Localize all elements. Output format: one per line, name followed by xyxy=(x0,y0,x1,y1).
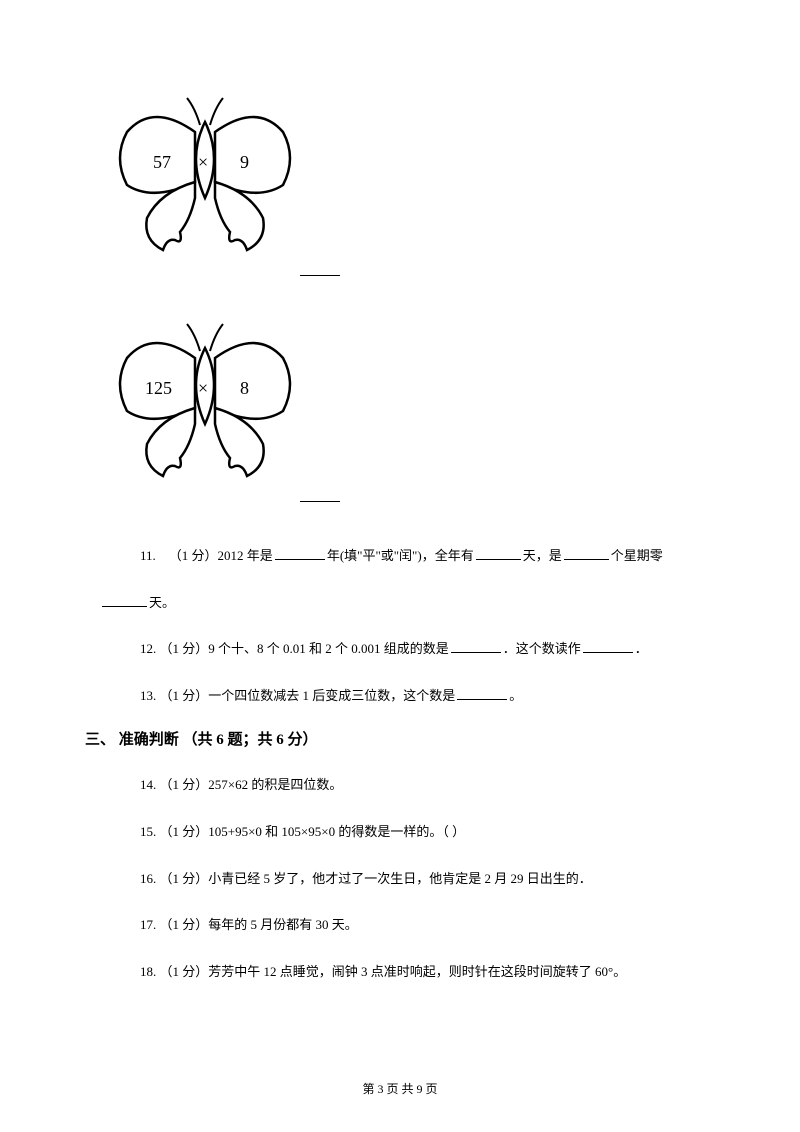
footer-prefix: 第 xyxy=(362,1082,377,1096)
q15-prefix: 15. xyxy=(140,824,160,839)
q11-points: （1 分） xyxy=(169,548,218,563)
section-3-header: 三、 准确判断 （共 6 题；共 6 分） xyxy=(85,728,715,749)
question-17: 17. （1 分）每年的 5 月份都有 30 天。 xyxy=(140,911,715,940)
q13-blank-1 xyxy=(457,687,507,700)
q18-prefix: 18. xyxy=(140,964,160,979)
q18-points: （1 分） xyxy=(160,964,209,979)
q14-points: （1 分） xyxy=(160,777,209,792)
page-footer: 第 3 页 共 9 页 xyxy=(0,1080,800,1097)
section-3-label: 三、 xyxy=(85,732,115,748)
q12-points: （1 分） xyxy=(160,641,209,656)
q17-prefix: 17. xyxy=(140,917,160,932)
q12-text-c: ． xyxy=(635,641,648,656)
q11-blank-2 xyxy=(476,547,521,560)
q11-text-e: 天。 xyxy=(149,595,175,610)
butterfly-2-operator: × xyxy=(198,378,208,398)
section-3-subtitle: （共 6 题；共 6 分） xyxy=(183,732,318,748)
butterfly-2-answer-blank xyxy=(300,501,340,502)
q11-text-c: 天，是 xyxy=(523,548,562,563)
q12-text-b: ．这个数读作 xyxy=(503,641,581,656)
footer-mid: 页 共 xyxy=(383,1082,416,1096)
q13-text-a: 一个四位数减去 1 后变成三位数，这个数是 xyxy=(208,688,455,703)
butterfly-1-operator: × xyxy=(198,152,208,172)
q11-text-d: 个星期零 xyxy=(611,548,663,563)
question-15: 15. （1 分）105+95×0 和 105×95×0 的得数是一样的。（ ） xyxy=(140,818,715,847)
question-16: 16. （1 分）小青已经 5 岁了，他才过了一次生日，他肯定是 2 月 29 … xyxy=(140,865,715,894)
q11-prefix: 11. xyxy=(140,548,159,563)
butterfly-1-right-num: 9 xyxy=(240,152,249,172)
butterfly-2-svg: 125 × 8 xyxy=(105,316,305,491)
q16-points: （1 分） xyxy=(160,871,209,886)
q16-prefix: 16. xyxy=(140,871,160,886)
q11-blank-4 xyxy=(102,594,147,607)
q11-text-a: 2012 年是 xyxy=(218,548,273,563)
footer-suffix: 页 xyxy=(423,1082,438,1096)
q12-blank-2 xyxy=(583,640,633,653)
q13-points: （1 分） xyxy=(160,688,209,703)
butterfly-2: 125 × 8 xyxy=(105,316,715,491)
question-13: 13. （1 分）一个四位数减去 1 后变成三位数，这个数是 。 xyxy=(140,682,715,711)
q15-text: 105+95×0 和 105×95×0 的得数是一样的。（ ） xyxy=(208,824,465,839)
q15-points: （1 分） xyxy=(160,824,209,839)
question-12: 12. （1 分）9 个十、8 个 0.01 和 2 个 0.001 组成的数是… xyxy=(140,635,715,664)
butterfly-1-svg: 57 × 9 xyxy=(105,90,305,265)
butterfly-2-left-num: 125 xyxy=(145,378,172,398)
q12-text-a: 9 个十、8 个 0.01 和 2 个 0.001 组成的数是 xyxy=(208,641,449,656)
q12-blank-1 xyxy=(451,640,501,653)
q12-prefix: 12. xyxy=(140,641,160,656)
q11-blank-1 xyxy=(275,547,325,560)
q16-text: 小青已经 5 岁了，他才过了一次生日，他肯定是 2 月 29 日出生的． xyxy=(208,871,592,886)
q17-text: 每年的 5 月份都有 30 天。 xyxy=(208,917,358,932)
question-18: 18. （1 分）芳芳中午 12 点睡觉，闹钟 3 点准时响起，则时针在这段时间… xyxy=(140,958,715,987)
question-11: 11. （1 分）2012 年是 年(填"平"或"闰")，全年有 天，是 个星期零 xyxy=(140,542,715,571)
q11-text-b: 年(填"平"或"闰")，全年有 xyxy=(327,548,474,563)
q14-prefix: 14. xyxy=(140,777,160,792)
question-14: 14. （1 分）257×62 的积是四位数。 xyxy=(140,771,715,800)
q11-blank-3 xyxy=(564,547,609,560)
q17-points: （1 分） xyxy=(160,917,209,932)
question-11-cont: 天。 xyxy=(100,589,715,618)
section-3-title: 准确判断 xyxy=(119,732,179,748)
butterfly-2-right-num: 8 xyxy=(240,378,249,398)
butterfly-1-left-num: 57 xyxy=(153,152,171,172)
q14-text: 257×62 的积是四位数。 xyxy=(208,777,342,792)
butterfly-1: 57 × 9 xyxy=(105,90,715,265)
q13-prefix: 13. xyxy=(140,688,160,703)
q13-text-b: 。 xyxy=(509,688,522,703)
butterfly-1-answer-blank xyxy=(300,275,340,276)
q18-text: 芳芳中午 12 点睡觉，闹钟 3 点准时响起，则时针在这段时间旋转了 60°。 xyxy=(208,964,626,979)
